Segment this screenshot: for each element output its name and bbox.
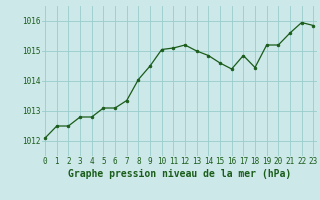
X-axis label: Graphe pression niveau de la mer (hPa): Graphe pression niveau de la mer (hPa) <box>68 169 291 179</box>
